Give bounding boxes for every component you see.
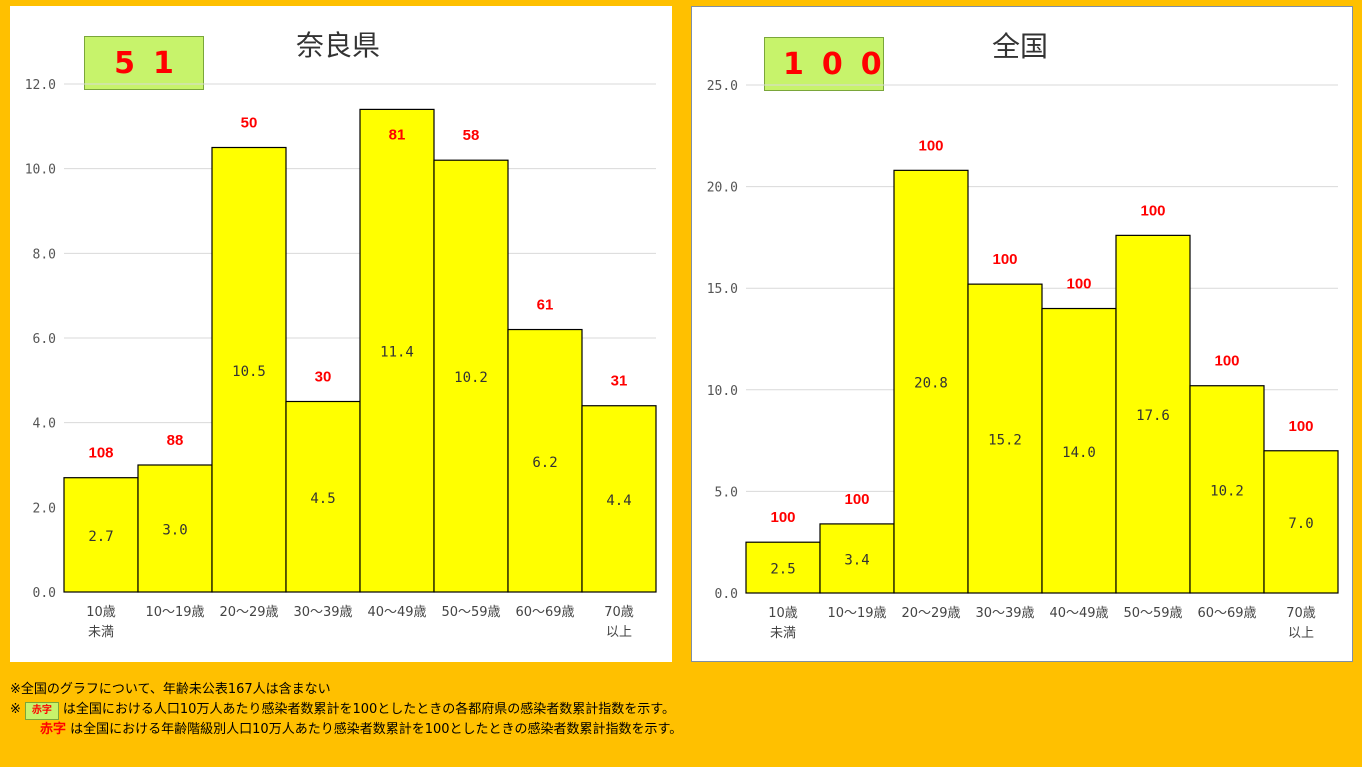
x-tick-label: 60～69歳	[1197, 606, 1256, 621]
x-tick-label: 以上	[1288, 626, 1314, 641]
y-tick-label: 10.0	[707, 384, 738, 399]
data-label: 4.4	[606, 493, 631, 509]
x-tick-label: 20～29歳	[219, 605, 278, 620]
index-label: 61	[537, 297, 554, 314]
index-label: 88	[167, 432, 184, 449]
x-tick-label: 未満	[770, 626, 796, 641]
data-label: 2.7	[88, 529, 113, 545]
x-tick-label: 60～69歳	[515, 605, 574, 620]
bar	[1263, 450, 1339, 594]
index-label: 100	[1214, 353, 1239, 370]
x-tick-label: 20～29歳	[901, 606, 960, 621]
bar	[581, 405, 657, 593]
data-label: 20.8	[914, 376, 948, 392]
index-label: 100	[770, 509, 795, 526]
data-label: 11.4	[380, 345, 414, 361]
index-label: 108	[88, 445, 113, 462]
x-tick-label: 50～59歳	[1123, 606, 1182, 621]
y-tick-label: 2.0	[33, 501, 56, 516]
footnote-3-text: は全国における年齢階級別人口10万人あたり感染者数累計を100としたときの感染者…	[70, 722, 683, 737]
bar	[359, 108, 435, 593]
index-label: 100	[918, 137, 943, 154]
index-label: 50	[241, 115, 258, 132]
y-tick-label: 0.0	[33, 586, 56, 601]
x-tick-label: 10歳	[768, 606, 798, 621]
y-tick-label: 6.0	[33, 332, 56, 347]
chart-panel-nara: 奈良県 51 0.0 2.0 4.0 6.0 8.0 10.0 12.0 2.7 108 10歳未…	[10, 6, 672, 662]
footnote-2: ※ 赤字 は全国における人口10万人あたり感染者数累計を100としたときの各都府県の…	[10, 700, 682, 720]
y-tick-label: 15.0	[707, 282, 738, 297]
index-badge: 100	[764, 37, 884, 91]
chart-title: 奈良県	[296, 29, 381, 62]
footnote-mark: ※	[10, 702, 21, 717]
x-tick-label: 未満	[88, 625, 114, 640]
data-label: 10.2	[454, 370, 488, 386]
index-label: 30	[315, 369, 332, 386]
x-tick-label: 30～39歳	[975, 606, 1034, 621]
bar	[507, 328, 583, 593]
chart-title: 全国	[992, 30, 1049, 63]
y-tick-label: 25.0	[707, 79, 738, 94]
y-tick-label: 20.0	[707, 181, 738, 196]
x-tick-label: 70歳	[1286, 606, 1316, 621]
x-tick-label: 10～19歳	[827, 606, 886, 621]
x-tick-label: 40～49歳	[1049, 606, 1108, 621]
footnote-3: 赤字 は全国における年齢階級別人口10万人あたり感染者数累計を100としたときの…	[10, 720, 682, 740]
x-tick-label: 70歳	[604, 605, 634, 620]
index-label: 100	[844, 491, 869, 508]
index-label: 100	[1140, 202, 1165, 219]
footnote-1: ※全国のグラフについて、年齢未公表167人は含まない	[10, 682, 331, 697]
data-label: 14.0	[1062, 445, 1096, 461]
bar	[211, 146, 287, 593]
y-tick-label: 10.0	[25, 163, 56, 178]
data-label: 10.2	[1210, 483, 1244, 499]
index-label: 58	[463, 127, 480, 144]
bar	[967, 283, 1043, 594]
bar	[893, 169, 969, 594]
y-tick-label: 5.0	[715, 485, 738, 500]
footnote-2-text: は全国における人口10万人あたり感染者数累計を100としたときの各都府県の感染者…	[62, 702, 675, 717]
bar	[819, 523, 895, 594]
data-label: 4.5	[310, 491, 335, 507]
x-tick-label: 30～39歳	[293, 605, 352, 620]
index-label: 100	[1288, 418, 1313, 435]
y-tick-label: 4.0	[33, 417, 56, 432]
footnotes: ※全国のグラフについて、年齢未公表167人は含まない ※ 赤字 は全国における人口1…	[10, 680, 682, 740]
data-label: 17.6	[1136, 408, 1170, 424]
data-label: 15.2	[988, 433, 1022, 449]
index-label: 81	[389, 126, 406, 143]
bar	[1115, 234, 1191, 594]
index-label: 100	[992, 251, 1017, 268]
x-tick-label: 50～59歳	[441, 605, 500, 620]
data-label: 2.5	[770, 562, 795, 578]
x-tick-label: 以上	[606, 625, 632, 640]
chart-panel-zenkoku: 全国 100 0.0 5.0 10.0 15.0 20.0 25.0 2.5 100 10歳未満…	[691, 6, 1353, 662]
index-label: 100	[1066, 276, 1091, 293]
bar	[1189, 385, 1265, 594]
bar	[137, 464, 213, 593]
data-label: 3.0	[162, 523, 187, 539]
x-tick-label: 40～49歳	[367, 605, 426, 620]
red-text-label: 赤字	[40, 722, 67, 737]
y-tick-label: 8.0	[33, 247, 56, 262]
x-tick-label: 10歳	[86, 605, 116, 620]
bar	[433, 159, 509, 593]
red-text-badge: 赤字	[24, 702, 59, 720]
bar	[745, 541, 821, 594]
bar	[285, 400, 361, 593]
index-badge: 51	[84, 36, 204, 90]
data-label: 10.5	[232, 364, 266, 380]
data-label: 6.2	[532, 455, 557, 471]
data-label: 3.4	[844, 552, 869, 568]
data-label: 7.0	[1288, 516, 1313, 532]
bar	[1041, 307, 1117, 594]
y-tick-label: 12.0	[25, 78, 56, 93]
x-tick-label: 10～19歳	[145, 605, 204, 620]
y-tick-label: 0.0	[715, 587, 738, 602]
index-label: 31	[611, 373, 628, 390]
